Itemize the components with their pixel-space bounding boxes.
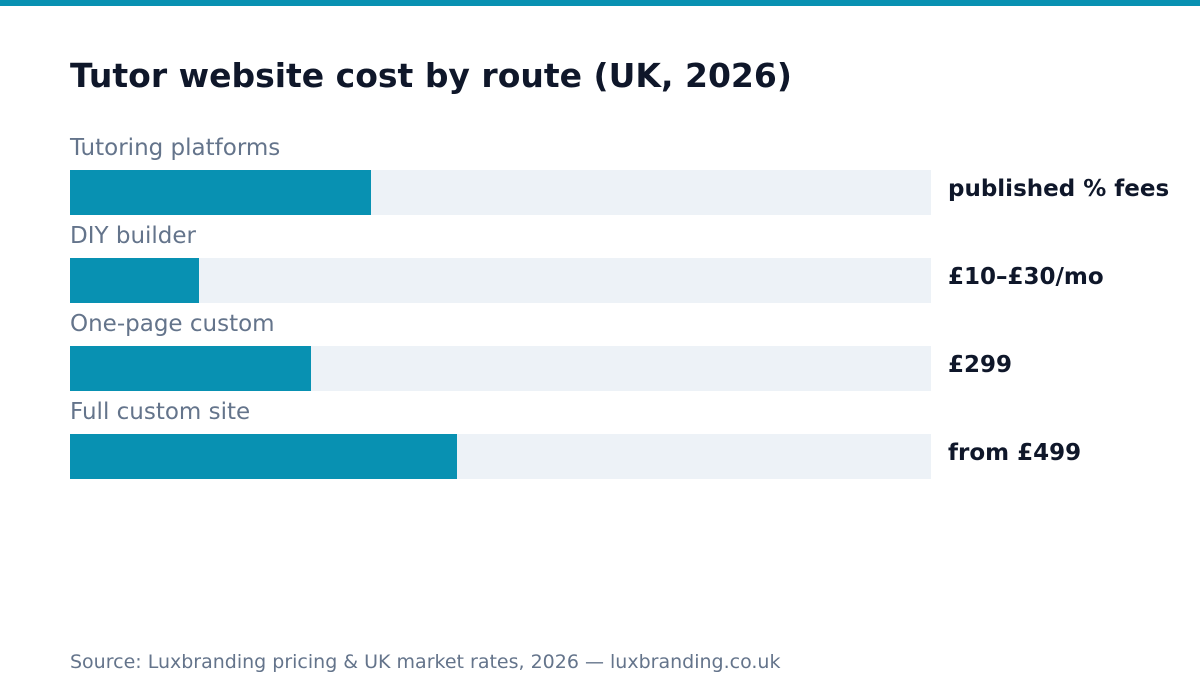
value-label-diy-builder: £10–£30/mo	[948, 264, 1104, 290]
category-label-full-custom-site: Full custom site	[70, 399, 251, 425]
bar-track-one-page-custom	[70, 346, 931, 391]
bar-tutoring-platforms	[70, 170, 371, 215]
chart-title: Tutor website cost by route (UK, 2026)	[70, 56, 792, 95]
bar-full-custom-site	[70, 434, 457, 479]
value-label-full-custom-site: from £499	[948, 440, 1082, 466]
source-note: Source: Luxbranding pricing & UK market …	[70, 651, 781, 673]
bar-track-tutoring-platforms	[70, 170, 931, 215]
bar-one-page-custom	[70, 346, 311, 391]
category-label-tutoring-platforms: Tutoring platforms	[70, 135, 281, 161]
category-label-one-page-custom: One-page custom	[70, 311, 275, 337]
value-label-tutoring-platforms: published % fees	[948, 176, 1170, 202]
bar-track-full-custom-site	[70, 434, 931, 479]
top-accent-bar	[0, 0, 1200, 6]
value-label-one-page-custom: £299	[948, 352, 1013, 378]
category-label-diy-builder: DIY builder	[70, 223, 197, 249]
bar-track-diy-builder	[70, 258, 931, 303]
bar-diy-builder	[70, 258, 199, 303]
